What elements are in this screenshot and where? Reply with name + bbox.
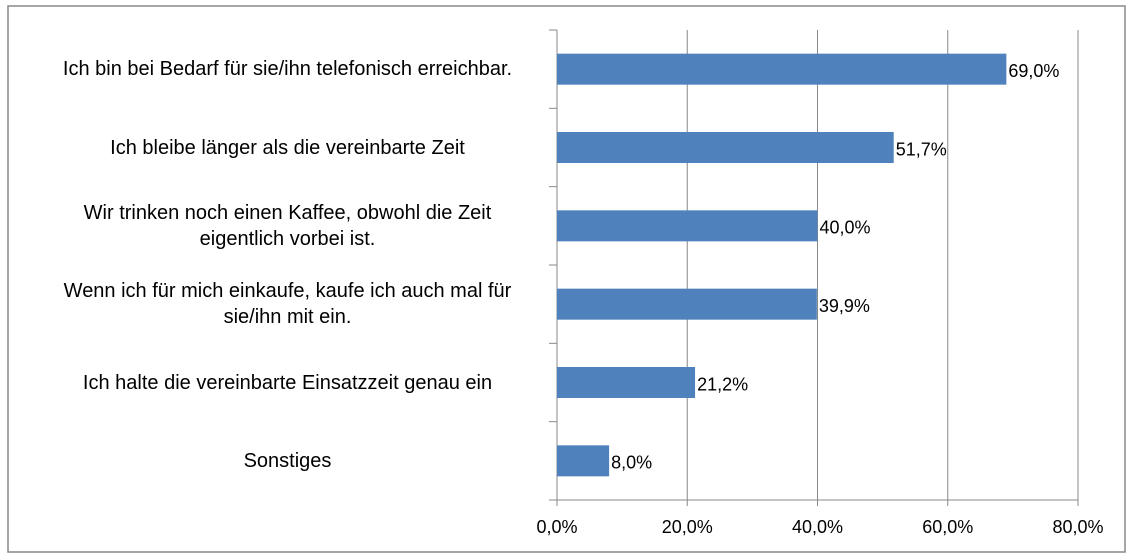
x-tick-label: 40,0% xyxy=(792,517,843,537)
x-tick-label: 0,0% xyxy=(536,517,577,537)
y-tick-label: Ich bleibe länger als die vereinbarte Ze… xyxy=(110,136,465,159)
x-tick-label: 20,0% xyxy=(662,517,713,537)
value-label: 21,2% xyxy=(697,374,748,394)
y-tick-label: Ich bin bei Bedarf für sie/ihn telefonis… xyxy=(62,58,513,81)
bar xyxy=(557,210,818,242)
value-label: 39,9% xyxy=(819,296,870,316)
bar xyxy=(557,53,1007,85)
bar xyxy=(557,367,696,398)
value-label: 8,0% xyxy=(611,453,652,473)
value-label: 51,7% xyxy=(896,139,947,159)
bar xyxy=(557,132,894,163)
bar xyxy=(557,288,817,320)
bar xyxy=(557,445,610,477)
value-label: 40,0% xyxy=(820,218,871,238)
y-tick-label: Ich halte die vereinbarte Einsatzzeit ge… xyxy=(82,371,493,394)
value-label: 69,0% xyxy=(1008,61,1059,81)
y-tick-label: Wir trinken noch einen Kaffee, obwohl di… xyxy=(83,201,492,250)
y-tick-label: Sonstiges xyxy=(243,449,332,472)
y-tick-label: Wenn ich für mich einkaufe, kaufe ich au… xyxy=(63,280,512,329)
x-tick-label: 60,0% xyxy=(922,517,973,537)
x-tick-label: 80,0% xyxy=(1052,517,1103,537)
